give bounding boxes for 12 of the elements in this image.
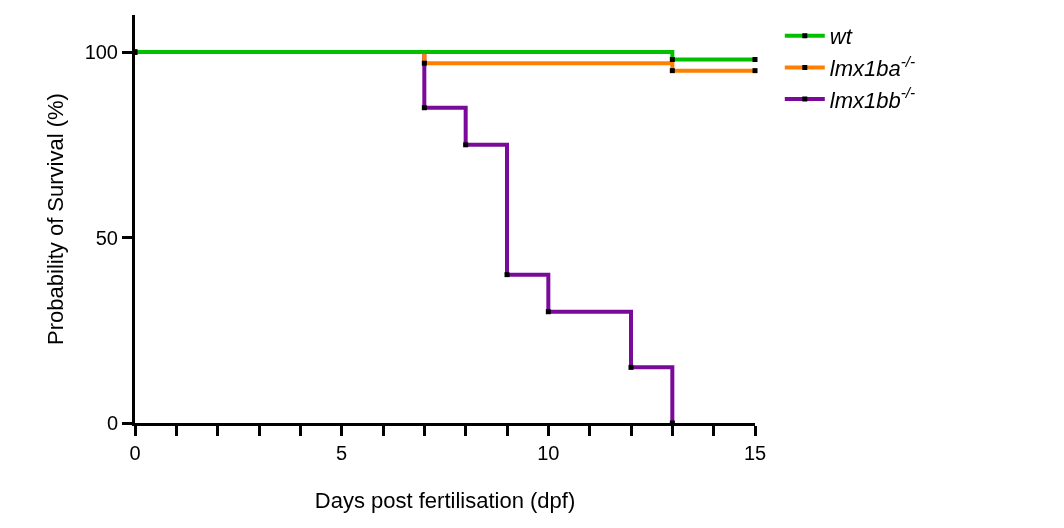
legend-label: lmx1ba$^{-/-}$: [829, 52, 916, 81]
x-tick-label: 0: [129, 442, 141, 464]
legend-label: wt: [829, 24, 853, 50]
x-tick-label: 10: [537, 442, 560, 464]
x-tick-label: 15: [743, 442, 767, 464]
y-tick-label: 50: [95, 226, 118, 249]
y-tick-label: 0: [106, 412, 118, 434]
y-tick-label: 100: [84, 41, 118, 64]
y-axis-title: Probability of Survival (%): [43, 93, 69, 345]
legend-label: lmx1bb$^{-/-}$: [829, 84, 916, 113]
x-tick-label: 5: [336, 442, 348, 464]
x-axis-title: Days post fertilisation (dpf): [314, 487, 576, 513]
